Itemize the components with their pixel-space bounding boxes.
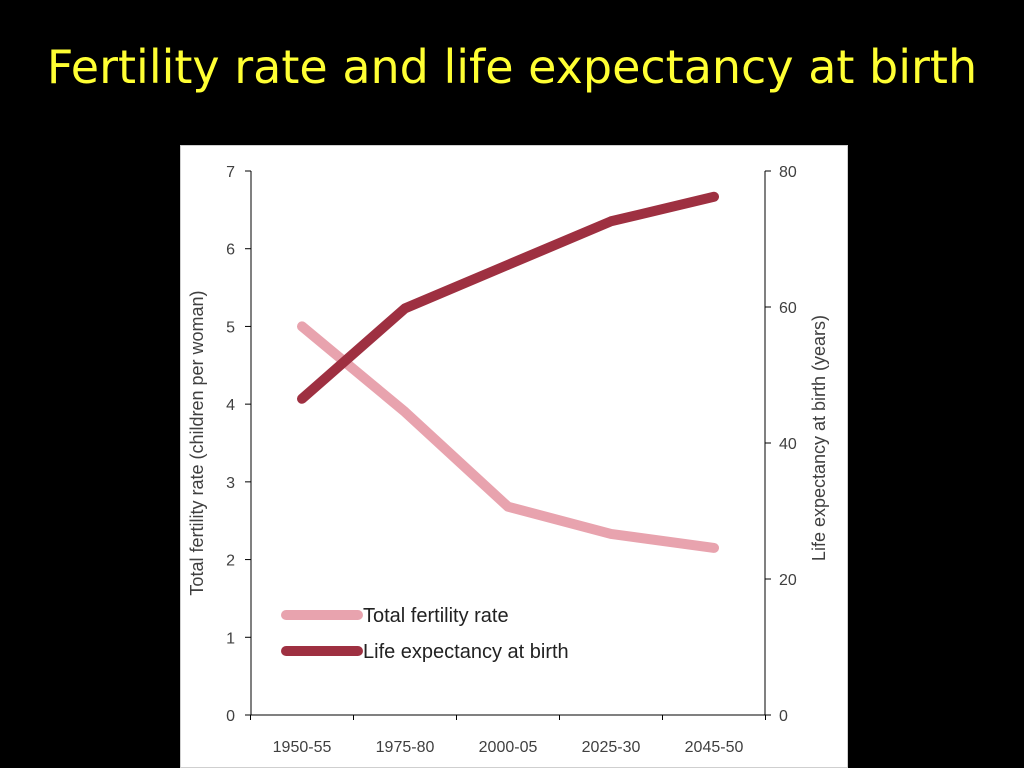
- x-axis-tick-label: 2000-05: [479, 739, 538, 756]
- right-axis-tick-label: 20: [779, 572, 797, 589]
- left-axis-tick-label: 1: [226, 630, 235, 647]
- x-axis-tick-label: 2045-50: [685, 739, 744, 756]
- x-axis-tick-label: 1975-80: [376, 739, 435, 756]
- right-axis-tick-label: 40: [779, 436, 797, 453]
- left-axis-title: Total fertility rate (children per woman…: [187, 290, 207, 595]
- series-layer: [297, 191, 719, 553]
- left-axis-tick-label: 4: [226, 397, 235, 414]
- left-axis-tick-label: 3: [226, 475, 235, 492]
- left-axis-tick-label: 5: [226, 319, 235, 336]
- axes: 0 1 2 3 4 5 6 7 0 20 40 60 80 1950-55 1975-80 2000-05 20…: [187, 164, 829, 756]
- legend: Total fertility rate Life expectancy at b…: [281, 605, 569, 663]
- chart-panel: 0 1 2 3 4 5 6 7 0 20 40 60 80 1950-55 1975-80 2000-05 20…: [180, 145, 848, 768]
- right-axis-tick-label: 0: [779, 708, 788, 725]
- left-axis-tick-label: 7: [226, 164, 235, 181]
- legend-label: Total fertility rate: [363, 605, 509, 627]
- left-axis-tick-label: 0: [226, 708, 235, 725]
- slide-title: Fertility rate and life expectancy at bi…: [46, 40, 978, 94]
- x-axis-tick-label: 2025-30: [582, 739, 641, 756]
- x-axis-tick-label: 1950-55: [273, 739, 332, 756]
- series-line-life-expectancy: [297, 191, 719, 404]
- right-axis-title: Life expectancy at birth (years): [809, 315, 829, 561]
- line-chart: 0 1 2 3 4 5 6 7 0 20 40 60 80 1950-55 1975-80 2000-05 20…: [187, 164, 829, 756]
- right-axis-tick-label: 60: [779, 300, 797, 317]
- series-line-fertility: [297, 321, 719, 553]
- left-axis-tick-label: 2: [226, 553, 235, 570]
- right-axis-tick-label: 80: [779, 164, 797, 181]
- left-axis-tick-label: 6: [226, 242, 235, 259]
- legend-label: Life expectancy at birth: [363, 641, 569, 663]
